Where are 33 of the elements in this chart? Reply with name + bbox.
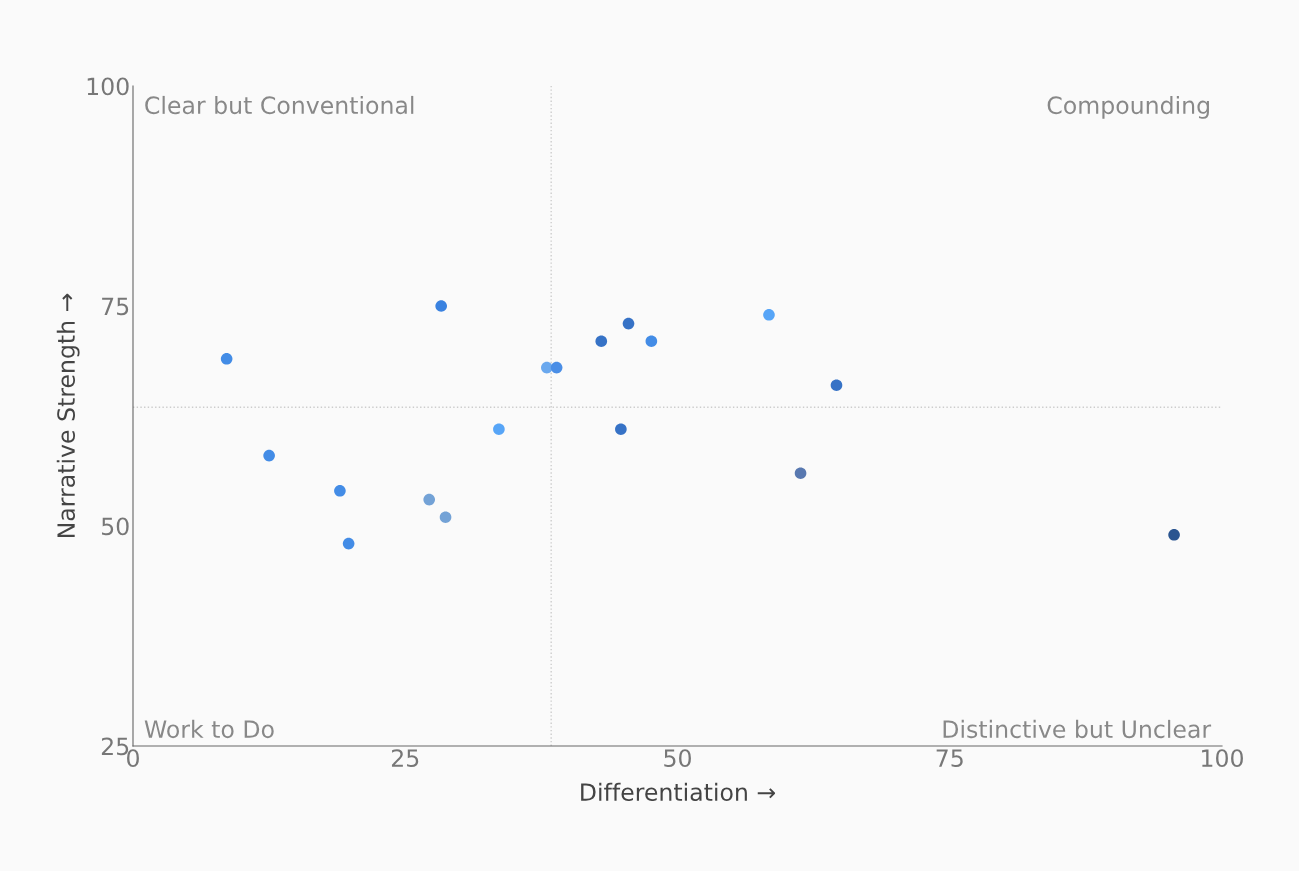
point xyxy=(763,308,775,321)
x-tick-label: 0 xyxy=(127,749,139,768)
x-tick-label: 25 xyxy=(391,749,419,768)
point xyxy=(622,317,635,330)
point xyxy=(263,449,275,462)
x-axis-title: Differentiation → xyxy=(581,782,776,802)
point xyxy=(439,511,452,524)
y-tick-label: 75 xyxy=(102,297,129,316)
point xyxy=(423,493,436,506)
point xyxy=(220,352,233,365)
point xyxy=(541,361,553,374)
point xyxy=(645,335,658,348)
annotation: Distinctive but Unclear xyxy=(943,719,1212,739)
point xyxy=(550,361,563,374)
point xyxy=(1168,528,1180,541)
annotation: Work to Do xyxy=(144,719,274,739)
y-axis-title: Narrative Strength → xyxy=(56,293,80,538)
point xyxy=(435,300,447,312)
y-tick-label: 25 xyxy=(101,737,129,756)
y-tick-label: 50 xyxy=(102,517,129,536)
point xyxy=(595,335,608,348)
point xyxy=(794,467,807,480)
x-tick-label: 75 xyxy=(936,749,963,768)
point xyxy=(342,537,355,550)
point xyxy=(493,423,505,436)
point xyxy=(334,484,346,497)
x-tick-label: 100 xyxy=(1202,749,1243,768)
x-tick-label: 50 xyxy=(664,749,691,768)
point xyxy=(830,379,843,392)
point xyxy=(615,423,627,436)
annotation: Compounding xyxy=(1047,95,1209,119)
y-tick-label: 100 xyxy=(87,77,129,96)
annotation: Clear but Conventional xyxy=(145,95,414,115)
